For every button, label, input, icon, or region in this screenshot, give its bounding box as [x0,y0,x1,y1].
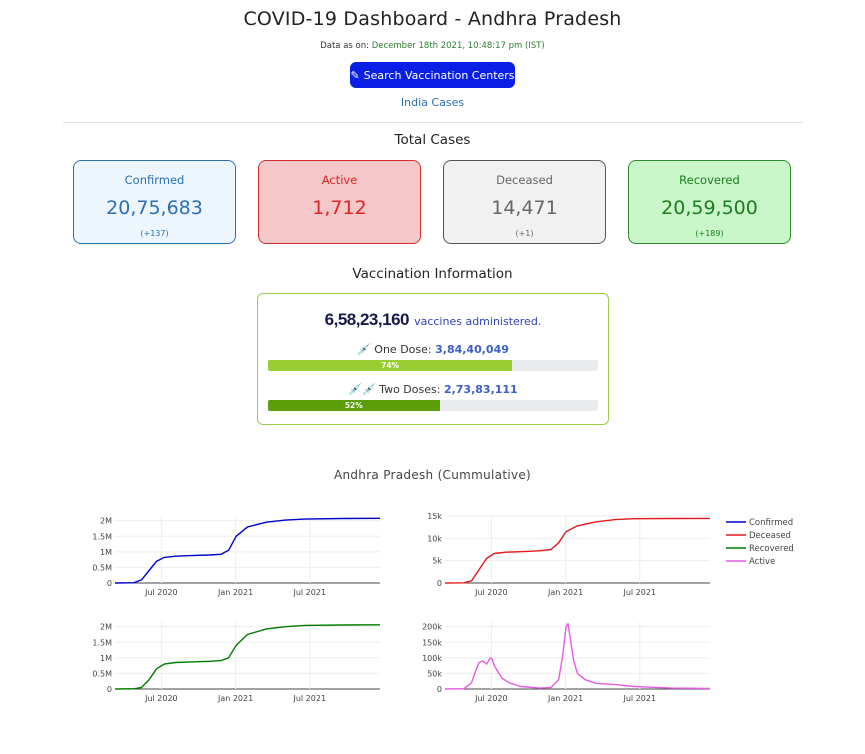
y-tick-label: 100k [422,654,442,663]
two-dose-progress-fill: 52% [268,400,440,411]
vaccine-total: 6,58,23,160 vaccines administered. [258,310,608,330]
y-tick-label: 5k [432,557,442,566]
card-label: Active [321,173,358,187]
india-cases-link[interactable]: India Cases [400,96,465,109]
x-tick-label: Jul 2021 [622,694,656,703]
legend-label: Recovered [749,544,794,554]
confirmed-card: Confirmed 20,75,683 (+137) [73,160,236,244]
syringe-icon: ✎ [350,68,360,82]
card-delta: (+189) [695,229,724,238]
syringe-icon: 💉💉 [348,383,376,396]
y-tick-label: 2M [100,517,112,526]
x-tick-label: Jan 2021 [547,588,583,597]
y-tick-label: 10k [427,534,442,543]
x-tick-label: Jan 2021 [547,694,583,703]
legend-label: Deceased [749,531,791,541]
vaccination-panel: 6,58,23,160 vaccines administered. 💉 One… [257,293,609,425]
total-cases-title: Total Cases [394,132,471,148]
divider [63,122,803,123]
card-label: Deceased [496,173,553,187]
syringe-icon: 💉 [357,343,371,356]
chart-legend: Confirmed Deceased Recovered Active [726,518,794,567]
x-tick-label: Jul 2020 [144,588,178,597]
y-tick-label: 2M [100,623,112,632]
vaccination-title: Vaccination Information [352,266,513,282]
card-label: Recovered [679,173,740,187]
card-value: 14,471 [491,197,558,219]
y-tick-label: 0 [107,685,112,694]
y-tick-label: 15k [427,512,442,521]
x-tick-label: Jul 2021 [292,694,326,703]
search-vaccination-centers-button[interactable]: ✎ Search Vaccination Centers [350,62,515,88]
one-dose-progress: 74% [268,360,598,371]
y-tick-label: 1M [100,654,112,663]
y-tick-label: 0 [437,579,442,588]
data-timestamp: Data as on: December 18th 2021, 10:48:17… [0,41,865,51]
cumulative-charts: 0 0.5M 1M 1.5M 2M Jul 2020 Jan 2021 Jul 2021 0 5k… [92,512,794,703]
legend-label: Confirmed [749,518,793,528]
series-line-active [444,622,711,690]
y-tick-label: 200k [422,623,442,632]
two-dose-label: Two Doses: [379,383,441,396]
chart-panel: 0 5k 10k 15k Jul 2020 Jan 2021 Jul 2021 [427,512,711,597]
search-button-label: Search Vaccination Centers [363,68,515,82]
one-dose-label: One Dose: [374,343,432,356]
one-dose-progress-fill: 74% [268,360,513,371]
x-tick-label: Jul 2021 [622,588,656,597]
y-tick-label: 0 [437,685,442,694]
two-dose-value: 2,73,83,111 [443,383,518,396]
asof-prefix: Data as on: [320,41,370,51]
two-dose-line: 💉💉 Two Doses: 2,73,83,111 [258,383,608,396]
card-label: Confirmed [124,173,185,187]
asof-value: December 18th 2021, 10:48:17 pm (IST) [371,41,545,51]
x-tick-label: Jan 2021 [217,588,253,597]
recovered-card: Recovered 20,59,500 (+189) [628,160,791,244]
card-delta: (+1) [515,229,534,238]
x-tick-label: Jul 2021 [292,588,326,597]
x-tick-label: Jul 2020 [474,588,508,597]
page-title: COVID-19 Dashboard - Andhra Pradesh [243,8,622,30]
y-tick-label: 1.5M [92,532,112,541]
chart-panel: 0 0.5M 1M 1.5M 2M Jul 2020 Jan 2021 Jul 2021 [92,622,381,703]
active-card: Active 1,712 [258,160,421,244]
series-line-confirmed [114,517,381,584]
series-line-deceased [444,517,711,584]
chart-panel: 0 0.5M 1M 1.5M 2M Jul 2020 Jan 2021 Jul 2021 [92,516,381,597]
x-tick-label: Jul 2020 [144,694,178,703]
one-dose-line: 💉 One Dose: 3,84,40,049 [258,343,608,356]
one-dose-value: 3,84,40,049 [435,343,509,356]
y-tick-label: 1M [100,548,112,557]
chart-panel: 0 50k 100k 150k 200k Jul 2020 Jan 2021 Jul 2021 [422,622,711,703]
y-tick-label: 1.5M [92,638,112,647]
y-tick-label: 0.5M [92,669,112,678]
y-tick-label: 0.5M [92,563,112,572]
card-value: 20,59,500 [661,197,758,219]
y-tick-label: 150k [422,638,442,647]
x-tick-label: Jan 2021 [217,694,253,703]
charts-title: Andhra Pradesh (Cummulative) [333,468,532,482]
y-tick-label: 50k [427,669,442,678]
y-tick-label: 0 [107,579,112,588]
x-tick-label: Jul 2020 [474,694,508,703]
two-dose-progress: 52% [268,400,598,411]
legend-label: Active [749,557,775,567]
card-value: 20,75,683 [106,197,203,219]
vaccine-total-suffix: vaccines administered. [414,315,542,328]
card-delta: (+137) [140,229,169,238]
series-line-recovered [114,624,381,690]
vaccine-total-value: 6,58,23,160 [324,310,410,329]
deceased-card: Deceased 14,471 (+1) [443,160,606,244]
card-value: 1,712 [312,197,367,219]
